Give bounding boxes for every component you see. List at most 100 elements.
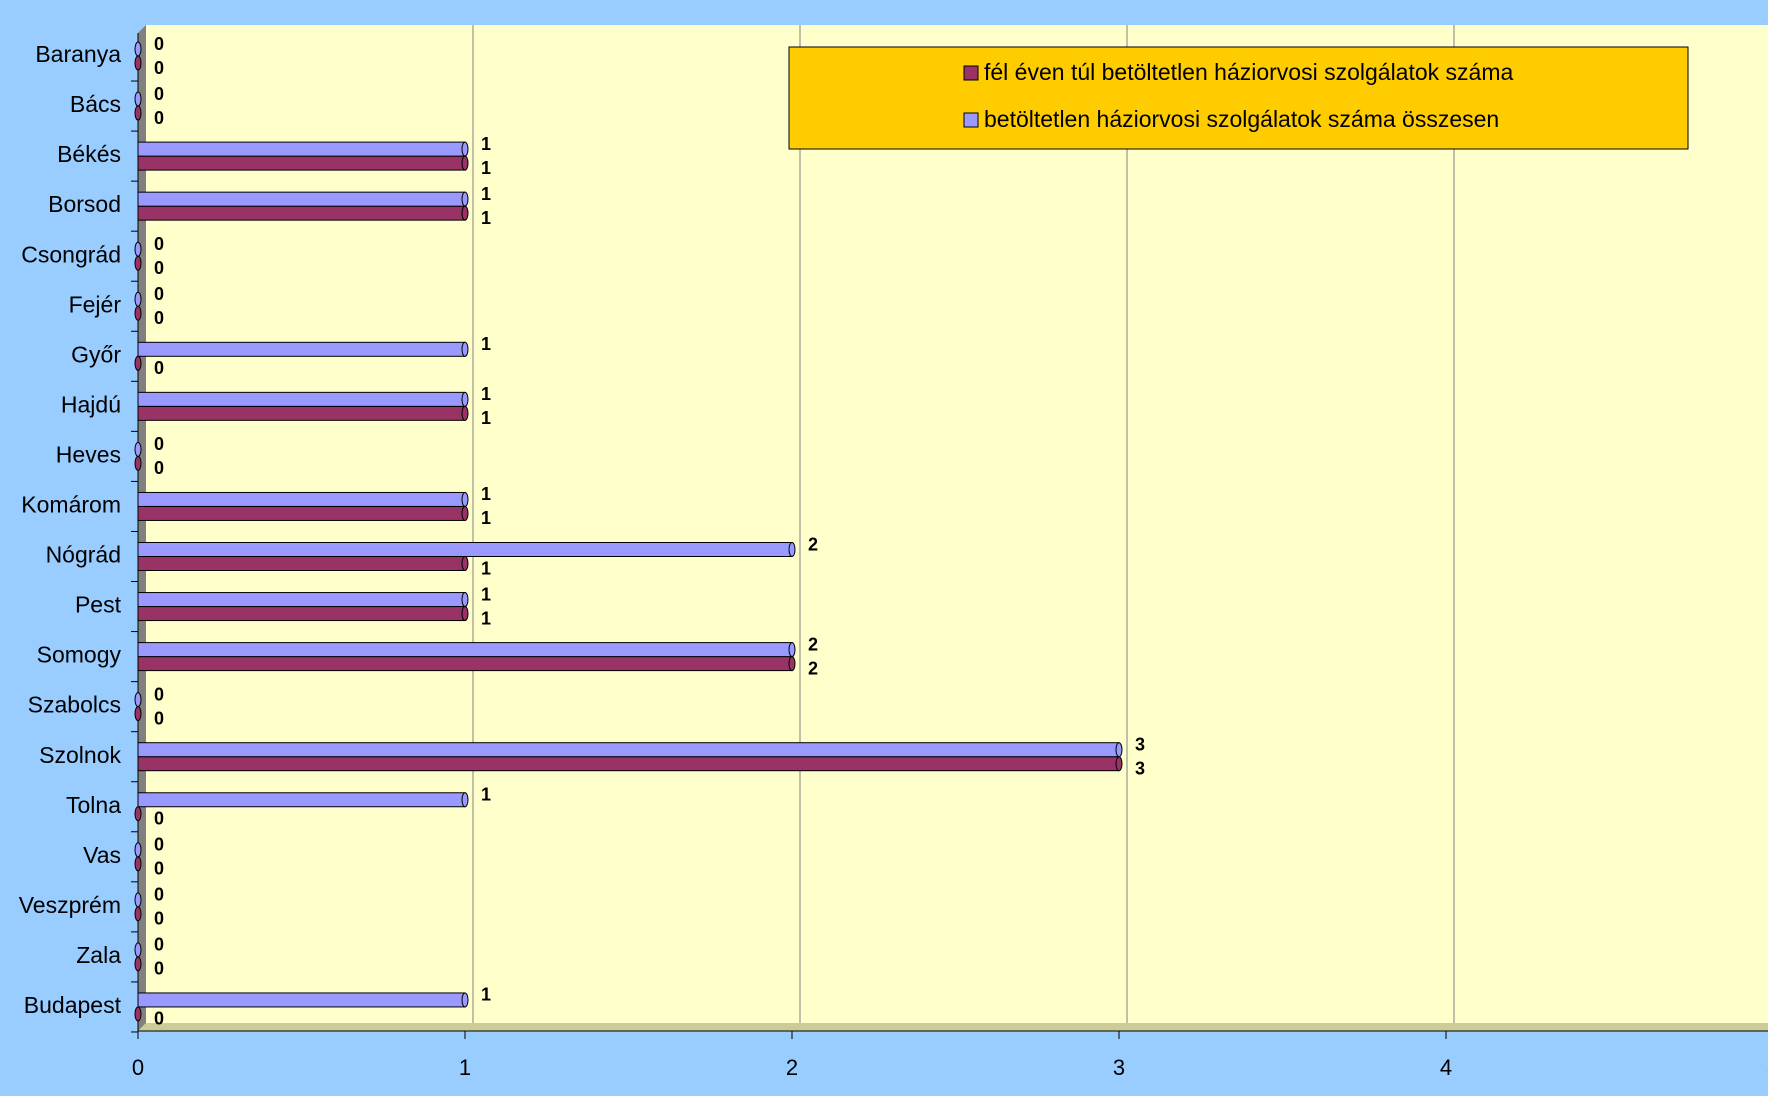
bar	[137, 205, 466, 221]
y-tick-label: Heves	[56, 441, 121, 467]
bar	[137, 391, 466, 407]
value-label: 0	[154, 434, 164, 454]
bar	[137, 341, 466, 357]
bar	[137, 656, 793, 672]
value-label: 0	[154, 1009, 164, 1029]
bar	[137, 556, 466, 571]
bar	[137, 141, 466, 157]
bar-cap	[461, 491, 469, 507]
y-tick-label: Bács	[70, 91, 121, 117]
value-label: 0	[154, 284, 164, 304]
y-tick-label: Borsod	[48, 191, 121, 217]
plot-wall	[146, 25, 1768, 1023]
y-tick-label: Hajdú	[61, 391, 121, 417]
bar-cap	[134, 55, 142, 71]
value-label: 0	[154, 959, 164, 979]
bar-cap	[461, 205, 469, 221]
bar-cap	[134, 806, 142, 822]
value-label: 1	[481, 785, 491, 805]
y-tick-label: Somogy	[37, 642, 122, 668]
value-label: 3	[1135, 758, 1145, 778]
value-label: 0	[154, 34, 164, 54]
bar-cap	[134, 942, 142, 958]
bar	[137, 505, 466, 521]
x-tick-label: 3	[1113, 1055, 1125, 1080]
bar-cap	[461, 992, 469, 1008]
y-tick-label: Nógrád	[46, 542, 121, 568]
bar	[137, 191, 466, 207]
bar	[137, 642, 793, 658]
value-label: 1	[481, 334, 491, 354]
bar-cap	[134, 255, 142, 271]
bar-cap	[134, 41, 142, 57]
y-tick-label: Vas	[83, 842, 121, 868]
bar-cap	[461, 405, 469, 421]
y-tick-label: Zala	[76, 942, 121, 968]
x-tick-label: 1	[459, 1055, 471, 1080]
value-label: 0	[154, 308, 164, 328]
value-label: 0	[154, 258, 164, 278]
y-tick-label: Veszprém	[19, 892, 121, 918]
x-tick-label: 0	[132, 1055, 144, 1080]
bar-cap	[134, 455, 142, 471]
value-label: 0	[154, 108, 164, 128]
value-label: 1	[481, 584, 491, 604]
bar-cap	[1115, 756, 1123, 772]
bar-cap	[134, 842, 142, 858]
bar-cap	[461, 155, 469, 171]
bar-cap	[461, 191, 469, 207]
value-label: 0	[154, 885, 164, 905]
bar	[137, 792, 466, 808]
y-tick-label: Tolna	[66, 792, 121, 818]
bar	[137, 155, 466, 171]
floor	[138, 1023, 1768, 1031]
bar-cap	[134, 856, 142, 872]
bar-cap	[134, 105, 142, 121]
legend-box	[788, 46, 1689, 150]
legend-label: fél éven túl betöltetlen háziorvosi szol…	[984, 59, 1514, 85]
value-label: 1	[481, 985, 491, 1005]
y-tick-label: Csongrád	[21, 241, 121, 267]
bar-cap	[134, 305, 142, 321]
bar-cap	[461, 391, 469, 407]
y-tick-label: Pest	[75, 592, 122, 618]
bar-cap	[134, 1006, 142, 1022]
y-tick-label: Komárom	[21, 492, 121, 518]
legend-swatch	[963, 65, 979, 81]
y-tick-label: Békés	[57, 141, 121, 167]
bar-cap	[134, 355, 142, 371]
side-wall	[138, 25, 146, 1031]
value-label: 3	[1135, 734, 1145, 754]
value-label: 1	[481, 384, 491, 404]
y-tick-label: Baranya	[35, 41, 121, 67]
bar-cap	[134, 91, 142, 107]
value-label: 0	[154, 909, 164, 929]
bar-cap	[461, 505, 469, 521]
value-label: 0	[154, 234, 164, 254]
value-label: 1	[481, 508, 491, 528]
legend-label: betöltetlen háziorvosi szolgálatok száma…	[984, 106, 1499, 132]
value-label: 0	[154, 58, 164, 78]
bar-cap	[788, 642, 796, 658]
bar-cap	[461, 792, 469, 808]
bar-cap	[134, 906, 142, 922]
value-label: 0	[154, 809, 164, 829]
bar-cap	[134, 956, 142, 972]
x-tick-label: 5	[1767, 1055, 1768, 1080]
x-tick-label: 2	[786, 1055, 798, 1080]
bar-cap	[461, 141, 469, 157]
value-label: 1	[481, 558, 491, 578]
bar-cap	[134, 241, 142, 257]
bar	[137, 405, 466, 421]
value-label: 1	[481, 158, 491, 178]
y-tick-label: Szolnok	[39, 742, 121, 768]
value-label: 0	[154, 684, 164, 704]
value-label: 1	[481, 184, 491, 204]
bar	[137, 542, 793, 557]
y-tick-label: Szabolcs	[28, 692, 121, 718]
bar-cap	[134, 692, 142, 708]
value-label: 1	[481, 608, 491, 628]
value-label: 1	[481, 484, 491, 504]
bar-cap	[461, 606, 469, 622]
